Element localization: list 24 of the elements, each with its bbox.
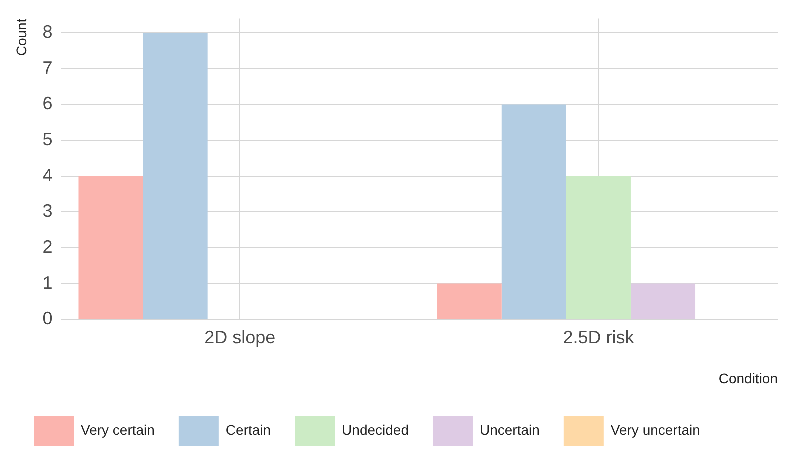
y-tick-label: 0: [42, 308, 53, 329]
y-tick-label: 8: [42, 22, 53, 42]
x-axis-title: Condition: [718, 370, 778, 386]
y-tick-label: 2: [42, 236, 53, 257]
y-tick-label: 6: [42, 94, 53, 114]
bar: [502, 104, 566, 320]
legend-label: Very certain: [81, 422, 155, 438]
y-tick-label: 7: [42, 58, 53, 78]
legend-label: Certain: [226, 422, 272, 438]
bar: [566, 176, 631, 320]
bar: [437, 284, 502, 320]
x-tick-label: 2D slope: [204, 327, 276, 348]
legend-label: Very uncertain: [610, 422, 700, 438]
x-tick-label: 2.5D risk: [563, 327, 636, 348]
y-tick-label: 4: [42, 165, 53, 186]
legend-label: Undecided: [342, 422, 409, 438]
legend-label: Uncertain: [480, 422, 540, 438]
y-tick-label: 5: [42, 130, 53, 150]
y-tick-label: 3: [42, 201, 53, 222]
bar: [78, 176, 144, 320]
y-tick-label: 1: [42, 272, 53, 293]
y-axis-title: Count: [13, 18, 30, 56]
bar: [630, 284, 696, 320]
bar: [143, 33, 208, 320]
